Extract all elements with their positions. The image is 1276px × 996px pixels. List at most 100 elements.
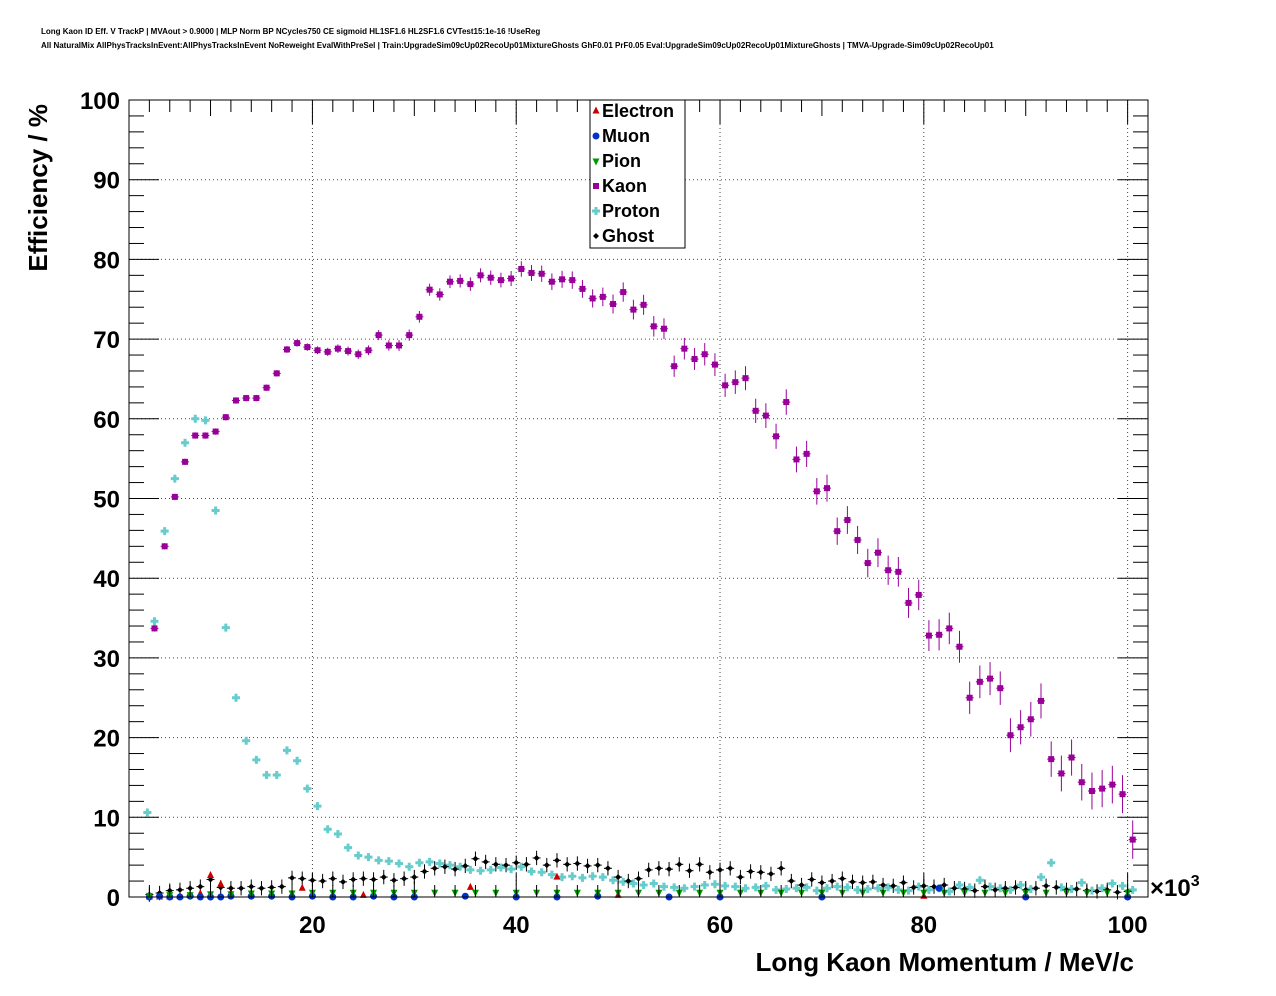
data-point-kaon <box>406 332 413 339</box>
data-point-kaon <box>171 493 178 500</box>
data-point-kaon <box>232 397 239 404</box>
data-point-proton <box>150 617 159 626</box>
data-point-kaon <box>610 301 617 308</box>
data-point-proton <box>456 862 465 871</box>
y-tick-label: 90 <box>93 168 120 195</box>
data-point-proton <box>1006 885 1015 894</box>
data-point-proton <box>476 866 485 875</box>
data-point-ghost <box>808 876 815 883</box>
data-point-proton <box>659 882 668 891</box>
data-point-electron <box>553 872 561 880</box>
chart-title-line2: All NaturalMix AllPhysTracksInEvent:AllP… <box>41 41 994 50</box>
data-point-ghost <box>829 878 836 885</box>
data-point-ghost <box>492 861 499 868</box>
data-point-proton <box>211 506 220 515</box>
data-point-kaon <box>273 370 280 377</box>
data-point-proton <box>690 882 699 891</box>
data-point-kaon <box>834 528 841 535</box>
data-point-proton <box>282 746 291 755</box>
data-point-proton <box>547 870 556 879</box>
data-point-kaon <box>161 543 168 550</box>
data-point-proton <box>945 887 954 896</box>
data-point-ghost <box>411 874 418 881</box>
data-point-ghost <box>533 854 540 861</box>
data-point-kaon <box>671 363 678 370</box>
data-point-kaon <box>1099 785 1106 792</box>
data-point-kaon <box>477 272 484 279</box>
data-point-proton <box>823 884 832 893</box>
data-point-ghost <box>441 863 448 870</box>
data-point-kaon <box>1129 836 1136 843</box>
data-point-proton <box>435 859 444 868</box>
data-point-ghost <box>360 875 367 882</box>
data-point-ghost <box>543 862 550 869</box>
data-point-ghost <box>625 878 632 885</box>
data-point-kaon <box>1007 732 1014 739</box>
data-point-kaon <box>263 384 270 391</box>
data-point-kaon <box>773 433 780 440</box>
data-point-proton <box>293 756 302 765</box>
data-point-proton <box>252 755 261 764</box>
data-point-proton <box>323 825 332 834</box>
data-point-kaon <box>324 348 331 355</box>
data-point-kaon <box>885 567 892 574</box>
data-point-kaon <box>334 345 341 352</box>
data-point-ghost <box>778 865 785 872</box>
data-point-ghost <box>503 862 510 869</box>
data-point-proton <box>812 886 821 895</box>
data-point-kaon <box>589 295 596 302</box>
data-point-ghost <box>523 861 530 868</box>
data-point-kaon <box>732 379 739 386</box>
data-point-proton <box>333 830 342 839</box>
data-point-proton <box>741 884 750 893</box>
data-point-proton <box>598 873 607 882</box>
axes: 20 40 60 80 100 0 10 20 30 40 50 60 70 80 90 100 <box>80 88 1149 939</box>
data-point-proton <box>1037 873 1046 882</box>
data-point-electron <box>298 883 306 891</box>
data-point-ghost <box>696 861 703 868</box>
data-point-ghost <box>299 875 306 882</box>
data-point-kaon <box>946 625 953 632</box>
y-tick-label: 40 <box>93 566 120 593</box>
data-point-proton <box>1077 878 1086 887</box>
data-point-proton <box>843 883 852 892</box>
data-point-ghost <box>564 861 571 868</box>
data-point-ghost <box>706 869 713 876</box>
data-point-ghost <box>1012 884 1019 891</box>
data-point-kaon <box>844 517 851 524</box>
data-point-kaon <box>538 270 545 277</box>
data-point-kaon <box>681 345 688 352</box>
data-point-proton <box>486 865 495 874</box>
data-point-proton <box>904 886 913 895</box>
data-point-kaon <box>416 313 423 320</box>
data-point-proton <box>629 879 638 888</box>
legend-marker-ghost <box>593 233 599 239</box>
data-point-proton <box>181 438 190 447</box>
legend-marker-muon <box>592 132 600 140</box>
data-point-kaon <box>905 599 912 606</box>
data-point-proton <box>568 872 577 881</box>
x-axis-title: Long Kaon Momentum / MeV/c <box>756 947 1134 977</box>
y-tick-label: 20 <box>93 726 120 753</box>
data-point-proton <box>262 771 271 780</box>
data-point-kaon <box>528 269 535 276</box>
data-point-kaon <box>283 346 290 353</box>
data-point-ghost <box>553 857 560 864</box>
data-point-proton <box>588 872 597 881</box>
data-point-kaon <box>396 342 403 349</box>
data-point-kaon <box>691 356 698 363</box>
data-point-kaon <box>742 375 749 382</box>
data-point-ghost <box>238 885 245 892</box>
data-point-kaon <box>640 301 647 308</box>
data-point-ghost <box>401 875 408 882</box>
data-point-proton <box>955 881 964 890</box>
data-point-kaon <box>895 568 902 575</box>
data-point-proton <box>1026 885 1035 894</box>
data-point-kaon <box>375 332 382 339</box>
data-point-ghost <box>727 865 734 872</box>
data-point-kaon <box>1088 787 1095 794</box>
data-point-ghost <box>859 879 866 886</box>
data-point-kaon <box>711 361 718 368</box>
data-point-ghost <box>686 867 693 874</box>
